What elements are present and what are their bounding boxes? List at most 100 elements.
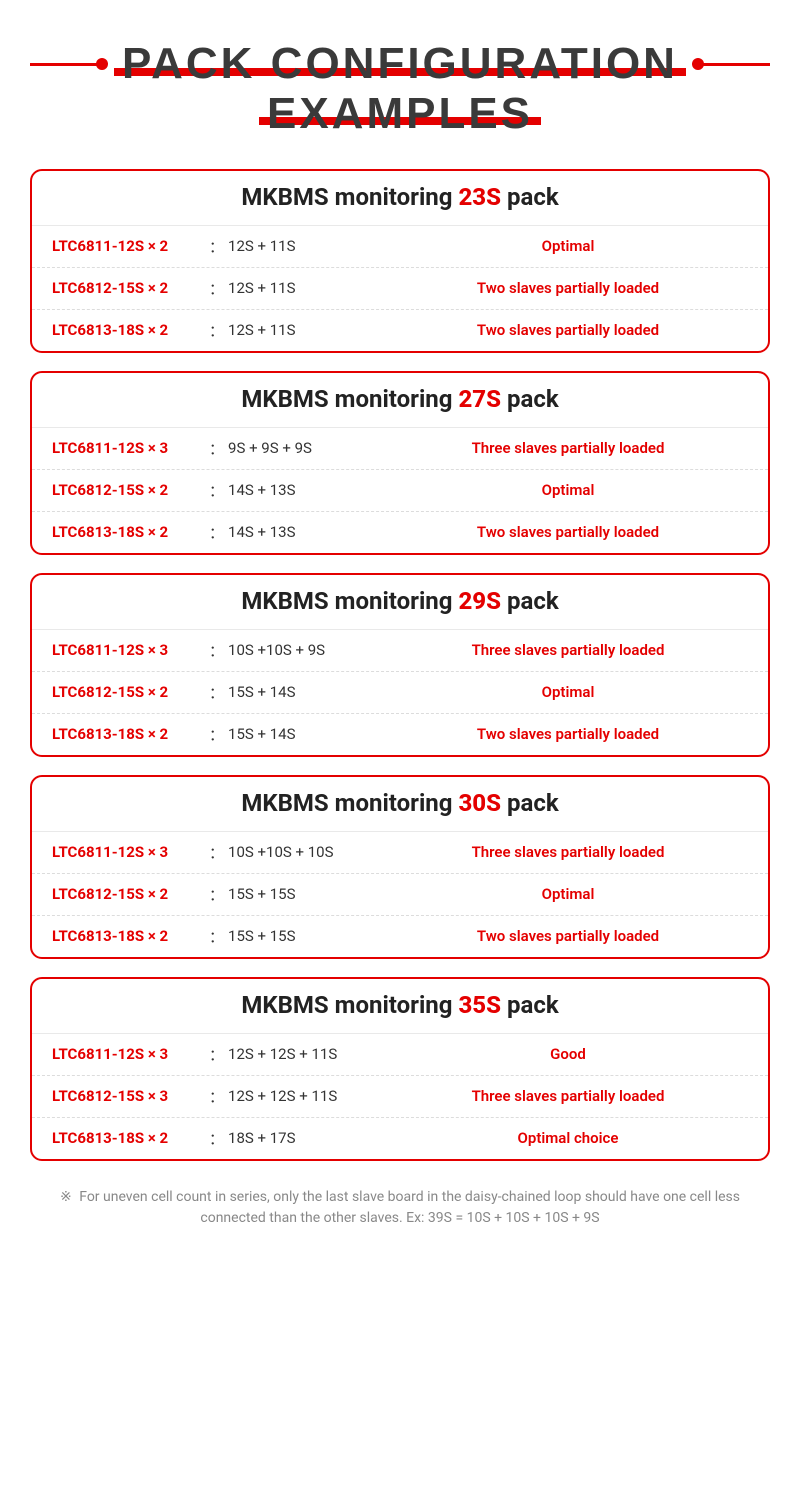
split-label: 12S + 11S	[228, 279, 388, 297]
colon-separator: ：	[209, 640, 224, 661]
colon-separator: ：	[209, 884, 224, 905]
config-card: MKBMS monitoring 23S packLTC6811-12S × 2…	[30, 169, 770, 353]
split-label: 12S + 12S + 11S	[228, 1045, 388, 1063]
split-label: 15S + 15S	[228, 885, 388, 903]
note-label: Two slaves partially loaded	[388, 321, 748, 339]
config-row: LTC6813-18S × 2：14S + 13STwo slaves part…	[32, 511, 768, 553]
config-card-body: LTC6811-12S × 2：12S + 11SOptimalLTC6812-…	[32, 226, 768, 351]
config-row: LTC6813-18S × 2：15S + 14STwo slaves part…	[32, 713, 768, 755]
chip-label: LTC6812-15S × 2	[52, 279, 207, 297]
config-row: LTC6813-18S × 2：12S + 11STwo slaves part…	[32, 309, 768, 351]
chip-label: LTC6813-18S × 2	[52, 1129, 207, 1147]
colon-separator: ：	[209, 682, 224, 703]
config-row: LTC6811-12S × 3：10S +10S + 10SThree slav…	[32, 832, 768, 873]
config-row: LTC6811-12S × 3：9S + 9S + 9SThree slaves…	[32, 428, 768, 469]
chip-label: LTC6811-12S × 3	[52, 439, 207, 457]
config-card-body: LTC6811-12S × 3：9S + 9S + 9SThree slaves…	[32, 428, 768, 553]
card-header-suffix: pack	[501, 991, 559, 1019]
colon-separator: ：	[209, 724, 224, 745]
title-rule-left	[30, 63, 102, 66]
card-header-suffix: pack	[501, 385, 559, 413]
colon-separator: ：	[209, 1128, 224, 1149]
card-header-highlight: 35S	[458, 991, 501, 1019]
chip-label: LTC6812-15S × 3	[52, 1087, 207, 1105]
chip-label: LTC6813-18S × 2	[52, 927, 207, 945]
page-title-line2: EXAMPLES	[30, 90, 770, 138]
config-card-header: MKBMS monitoring 35S pack	[32, 979, 768, 1034]
note-label: Two slaves partially loaded	[388, 279, 748, 297]
card-header-prefix: MKBMS monitoring	[241, 991, 458, 1019]
config-card: MKBMS monitoring 30S packLTC6811-12S × 3…	[30, 775, 770, 959]
chip-label: LTC6811-12S × 3	[52, 1045, 207, 1063]
split-label: 15S + 15S	[228, 927, 388, 945]
note-label: Good	[388, 1045, 748, 1063]
chip-label: LTC6811-12S × 3	[52, 843, 207, 861]
config-row: LTC6812-15S × 2：15S + 14SOptimal	[32, 671, 768, 713]
colon-separator: ：	[209, 522, 224, 543]
colon-separator: ：	[209, 236, 224, 257]
split-label: 18S + 17S	[228, 1129, 388, 1147]
colon-separator: ：	[209, 926, 224, 947]
config-card-header: MKBMS monitoring 29S pack	[32, 575, 768, 630]
config-card-body: LTC6811-12S × 3：10S +10S + 10SThree slav…	[32, 832, 768, 957]
split-label: 10S +10S + 10S	[228, 843, 388, 861]
chip-label: LTC6812-15S × 2	[52, 885, 207, 903]
split-label: 10S +10S + 9S	[228, 641, 388, 659]
colon-separator: ：	[209, 842, 224, 863]
card-header-suffix: pack	[501, 789, 559, 817]
chip-label: LTC6812-15S × 2	[52, 683, 207, 701]
config-card-header: MKBMS monitoring 27S pack	[32, 373, 768, 428]
footnote-text: For uneven cell count in series, only th…	[79, 1189, 740, 1226]
card-header-prefix: MKBMS monitoring	[241, 385, 458, 413]
colon-separator: ：	[209, 320, 224, 341]
note-label: Two slaves partially loaded	[388, 523, 748, 541]
card-header-suffix: pack	[501, 183, 559, 211]
config-row: LTC6811-12S × 2：12S + 11SOptimal	[32, 226, 768, 267]
split-label: 14S + 13S	[228, 523, 388, 541]
split-label: 12S + 11S	[228, 321, 388, 339]
config-card-body: LTC6811-12S × 3：10S +10S + 9SThree slave…	[32, 630, 768, 755]
config-row: LTC6812-15S × 2：12S + 11STwo slaves part…	[32, 267, 768, 309]
card-header-prefix: MKBMS monitoring	[241, 183, 458, 211]
note-label: Two slaves partially loaded	[388, 927, 748, 945]
config-row: LTC6812-15S × 2：15S + 15SOptimal	[32, 873, 768, 915]
split-label: 15S + 14S	[228, 683, 388, 701]
footnote: ※ For uneven cell count in series, only …	[30, 1179, 770, 1229]
config-card: MKBMS monitoring 29S packLTC6811-12S × 3…	[30, 573, 770, 757]
note-label: Three slaves partially loaded	[388, 439, 748, 457]
config-row: LTC6813-18S × 2：18S + 17SOptimal choice	[32, 1117, 768, 1159]
page-title-block: PACK CONFIGURATION EXAMPLES	[30, 40, 770, 139]
note-label: Two slaves partially loaded	[388, 725, 748, 743]
config-card-body: LTC6811-12S × 3：12S + 12S + 11SGoodLTC68…	[32, 1034, 768, 1159]
chip-label: LTC6813-18S × 2	[52, 725, 207, 743]
note-label: Optimal	[388, 481, 748, 499]
note-label: Three slaves partially loaded	[388, 843, 748, 861]
config-row: LTC6811-12S × 3：10S +10S + 9SThree slave…	[32, 630, 768, 671]
page-title-line1: PACK CONFIGURATION	[114, 40, 686, 88]
note-label: Optimal	[388, 683, 748, 701]
card-header-highlight: 30S	[458, 789, 501, 817]
note-label: Optimal choice	[388, 1129, 748, 1147]
chip-label: LTC6811-12S × 3	[52, 641, 207, 659]
note-label: Three slaves partially loaded	[388, 1087, 748, 1105]
cards-container: MKBMS monitoring 23S packLTC6811-12S × 2…	[30, 169, 770, 1161]
config-card: MKBMS monitoring 27S packLTC6811-12S × 3…	[30, 371, 770, 555]
split-label: 12S + 11S	[228, 237, 388, 255]
config-card-header: MKBMS monitoring 30S pack	[32, 777, 768, 832]
colon-separator: ：	[209, 1044, 224, 1065]
config-row: LTC6812-15S × 3：12S + 12S + 11SThree sla…	[32, 1075, 768, 1117]
chip-label: LTC6811-12S × 2	[52, 237, 207, 255]
card-header-suffix: pack	[501, 587, 559, 615]
card-header-prefix: MKBMS monitoring	[241, 587, 458, 615]
split-label: 14S + 13S	[228, 481, 388, 499]
colon-separator: ：	[209, 438, 224, 459]
colon-separator: ：	[209, 480, 224, 501]
card-header-highlight: 29S	[458, 587, 501, 615]
title-line-1: PACK CONFIGURATION	[30, 40, 770, 88]
config-row: LTC6813-18S × 2：15S + 15STwo slaves part…	[32, 915, 768, 957]
chip-label: LTC6813-18S × 2	[52, 321, 207, 339]
config-row: LTC6811-12S × 3：12S + 12S + 11SGood	[32, 1034, 768, 1075]
colon-separator: ：	[209, 278, 224, 299]
note-label: Optimal	[388, 237, 748, 255]
split-label: 9S + 9S + 9S	[228, 439, 388, 457]
